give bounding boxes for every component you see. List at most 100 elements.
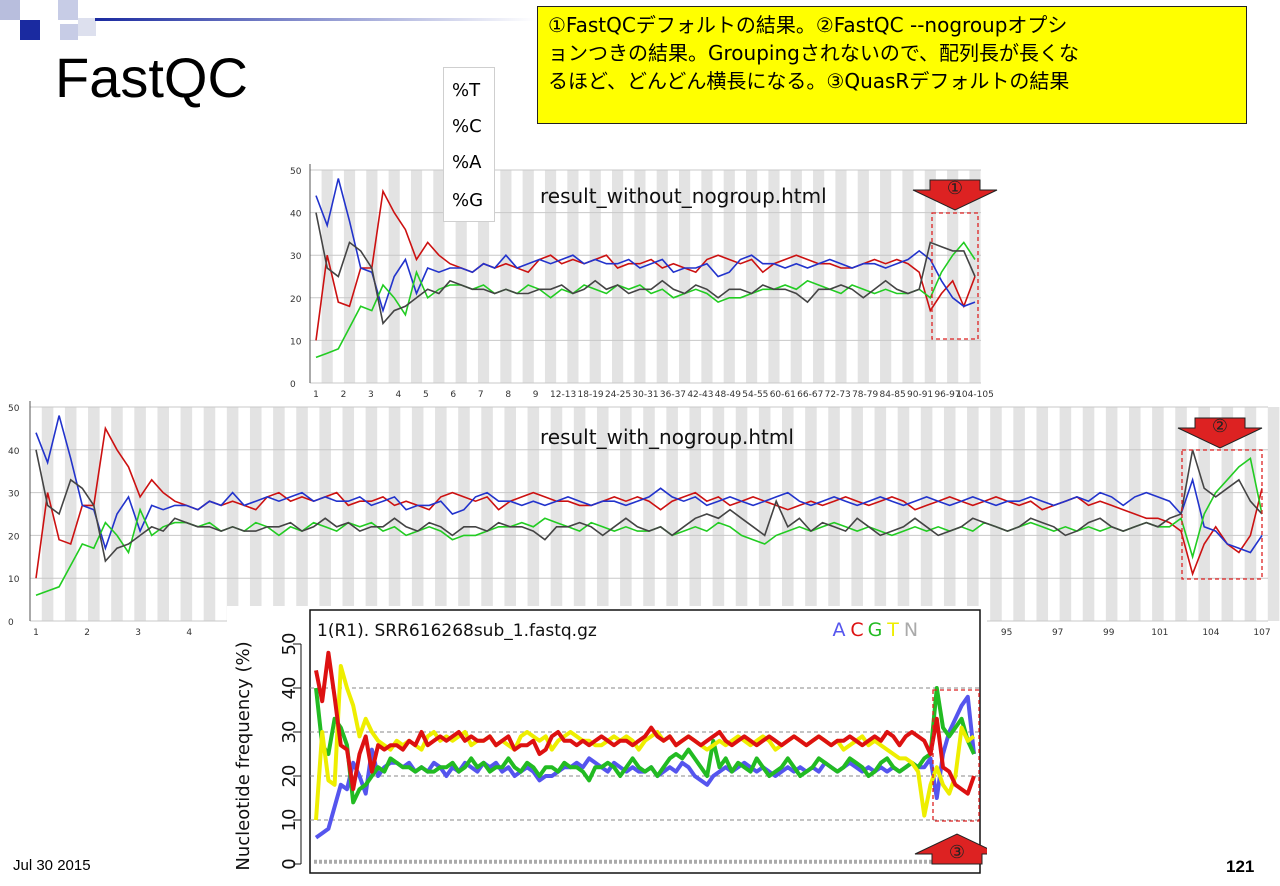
highlight-box <box>931 212 979 340</box>
grid-band <box>273 407 285 621</box>
marker-label: ① <box>947 178 963 199</box>
y-tick-label: 30 <box>8 490 20 500</box>
grid-band <box>1013 407 1025 621</box>
x-tick-label: 104 <box>1202 628 1219 638</box>
x-tick-label: 96-97 <box>934 390 960 400</box>
x-tick-label: 90-91 <box>907 390 933 400</box>
series-line-g <box>315 212 976 326</box>
y-tick-label: 20 <box>290 295 302 305</box>
grid-band <box>111 407 123 621</box>
grid-band <box>920 407 933 621</box>
grid-band <box>902 170 914 383</box>
y-tick-label: 40 <box>290 210 302 220</box>
quasr-chart: 0 10 20 30 40 50 Nucleotide frequency (%) 1(R1)… <box>227 606 987 886</box>
grid-band <box>897 407 910 621</box>
grid-band <box>500 170 512 383</box>
grid-band <box>550 407 563 621</box>
grid-band <box>180 407 193 621</box>
y-tick-label: 40 <box>8 447 20 457</box>
grid-band <box>874 407 887 621</box>
x-tick-label: 3 <box>135 628 141 638</box>
grid-band <box>134 407 146 621</box>
y-tick-label: 30 <box>279 721 300 744</box>
y-tick-label: 10 <box>8 575 20 585</box>
grid-band <box>88 407 100 621</box>
grid-band <box>1175 407 1187 621</box>
x-tick-label: 3 <box>368 390 374 400</box>
grid-band <box>620 407 632 621</box>
grid-band <box>828 407 840 621</box>
grid-band <box>1059 407 1072 621</box>
x-tick-label: 2 <box>84 628 90 638</box>
explanation-note: ①FastQCデフォルトの結果。②FastQC --nogroupオプシ ョンつ… <box>537 6 1247 124</box>
x-tick-label: 48-49 <box>715 390 741 400</box>
series-line-t <box>315 188 976 341</box>
grid-band <box>1198 407 1210 621</box>
legend-entry-g: G <box>868 619 883 641</box>
grid-band <box>226 407 239 621</box>
grid-band <box>481 407 493 621</box>
grid-band <box>666 407 678 621</box>
x-tick-label: 101 <box>1151 628 1168 638</box>
grid-band <box>64 407 77 621</box>
grid-band <box>1036 407 1049 621</box>
note-line: るほど、どんどん横長になる。③QuasRデフォルトの結果 <box>548 69 1070 93</box>
chart-caption: result_without_nogroup.html <box>540 184 827 208</box>
grid-band <box>342 407 355 621</box>
y-tick-label: 50 <box>279 633 300 656</box>
y-tick-label: 20 <box>279 765 300 788</box>
grid-band <box>712 407 725 621</box>
grid-band <box>319 407 331 621</box>
grid-band <box>249 407 262 621</box>
series-line-a <box>35 457 1263 597</box>
marker-label: ② <box>1212 416 1228 437</box>
x-tick-label: 2 <box>341 390 347 400</box>
grid-band <box>634 170 646 383</box>
x-tick-label: 104-105 <box>956 390 994 400</box>
grid-band <box>522 170 534 383</box>
grid-band <box>410 170 423 383</box>
grid-band <box>1221 407 1234 621</box>
footer-date: Jul 30 2015 <box>13 857 91 874</box>
y-axis-label: Nucleotide frequency (%) <box>233 641 254 870</box>
grid-band <box>411 407 424 621</box>
grid-band <box>967 407 979 621</box>
grid-band <box>296 407 308 621</box>
x-tick-label: 42-43 <box>687 390 713 400</box>
x-tick-label: 4 <box>186 628 192 638</box>
legend-entry-c: %C <box>452 116 482 137</box>
y-tick-label: 0 <box>8 618 14 628</box>
marker-arrow <box>912 179 998 211</box>
grid-band <box>1244 407 1257 621</box>
grid-band <box>157 407 170 621</box>
series-line-c <box>314 650 976 796</box>
grid-band <box>851 407 863 621</box>
x-tick-label: 18-19 <box>578 390 604 400</box>
grid-band <box>943 407 956 621</box>
grid-band <box>41 407 54 621</box>
grid-band <box>835 170 847 383</box>
grid-band <box>643 407 655 621</box>
marker-arrow <box>914 833 987 865</box>
grid-band <box>203 407 216 621</box>
grid-band <box>969 170 981 383</box>
x-tick-label: 78-79 <box>852 390 878 400</box>
grid-band <box>321 170 333 383</box>
note-line: ョンつきの結果。Groupingされないので、配列長が長くな <box>548 41 1080 65</box>
grid-band <box>388 407 401 621</box>
plot-frame <box>309 609 981 874</box>
x-tick-label: 84-85 <box>880 390 906 400</box>
x-tick-label: 8 <box>505 390 511 400</box>
x-tick-label: 4 <box>396 390 402 400</box>
legend-entry-t: T <box>886 619 899 641</box>
legend-entry-n: N <box>904 619 918 641</box>
grid-band <box>679 170 691 383</box>
grid-band <box>735 407 748 621</box>
x-tick-label: 1 <box>313 390 319 400</box>
x-tick-label: 9 <box>533 390 539 400</box>
legend-entry-t: %T <box>452 80 481 101</box>
grid-band <box>924 170 936 383</box>
series-line-c <box>315 178 976 314</box>
grid-band <box>656 170 668 383</box>
x-tick-label: 30-31 <box>632 390 658 400</box>
